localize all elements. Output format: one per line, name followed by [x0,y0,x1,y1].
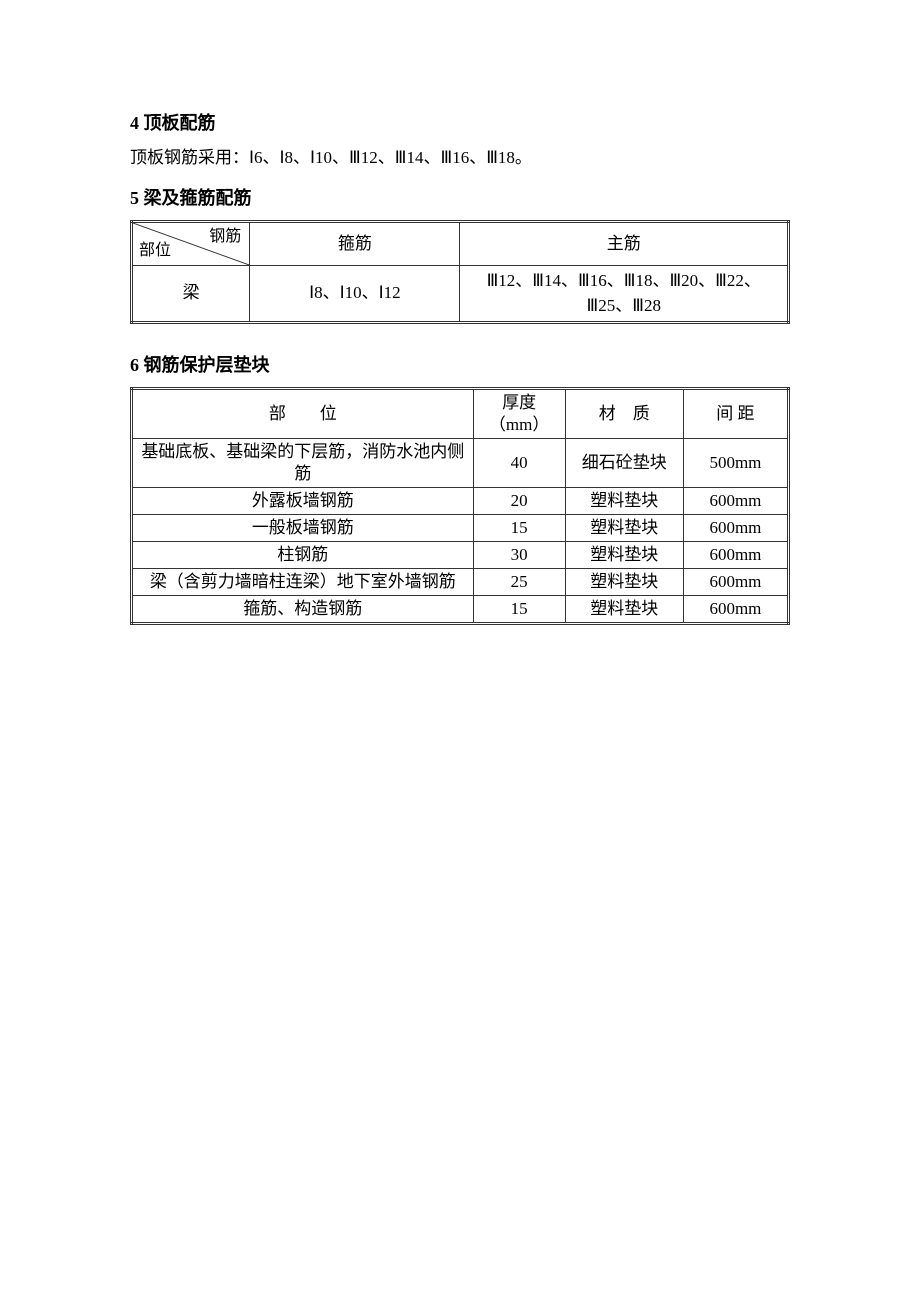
table-row: 箍筋、构造钢筋 15 塑料垫块 600mm [132,596,789,624]
diagonal-header-cell: 钢筋 部位 [132,221,250,265]
section-4-heading: 4 顶板配筋 [130,110,790,137]
cell: 梁（含剪力墙暗柱连梁）地下室外墙钢筋 [132,569,474,596]
cell: 箍筋、构造钢筋 [132,596,474,624]
cell: 塑料垫块 [565,569,683,596]
cell: 塑料垫块 [565,542,683,569]
col-header-spacing: 间 距 [683,388,788,438]
diag-top-label: 钢筋 [209,225,241,249]
cell-main: Ⅲ12、Ⅲ14、Ⅲ16、Ⅲ18、Ⅲ20、Ⅲ22、Ⅲ25、Ⅲ28 [460,265,789,322]
cell: 基础底板、基础梁的下层筋，消防水池内侧筋 [132,438,474,487]
diag-bottom-label: 部位 [139,239,171,263]
cell: 20 [473,487,565,514]
table-row: 柱钢筋 30 塑料垫块 600mm [132,542,789,569]
col-header-material: 材 质 [565,388,683,438]
cell: 600mm [683,569,788,596]
cell: 500mm [683,438,788,487]
cell: 塑料垫块 [565,487,683,514]
cell: 细石砼垫块 [565,438,683,487]
cell: 塑料垫块 [565,596,683,624]
cell: 柱钢筋 [132,542,474,569]
section-6-heading: 6 钢筋保护层垫块 [130,352,790,379]
table-row: 基础底板、基础梁的下层筋，消防水池内侧筋 40 细石砼垫块 500mm [132,438,789,487]
table-row: 外露板墙钢筋 20 塑料垫块 600mm [132,487,789,514]
table-row: 钢筋 部位 箍筋 主筋 [132,221,789,265]
thickness-label-line1: 厚度 [502,393,536,412]
cell-stirrup: Ⅰ8、Ⅰ10、Ⅰ12 [250,265,460,322]
col-header-main: 主筋 [460,221,789,265]
col-header-thickness: 厚度 （mm） [473,388,565,438]
col-header-stirrup: 箍筋 [250,221,460,265]
cover-spacer-table: 部 位 厚度 （mm） 材 质 间 距 基础底板、基础梁的下层筋，消防水池内侧筋… [130,387,790,626]
col-header-location: 部 位 [132,388,474,438]
cell: 600mm [683,542,788,569]
beam-stirrup-table: 钢筋 部位 箍筋 主筋 梁 Ⅰ8、Ⅰ10、Ⅰ12 Ⅲ12、Ⅲ14、Ⅲ16、Ⅲ18… [130,220,790,324]
table-row: 一般板墙钢筋 15 塑料垫块 600mm [132,514,789,541]
table-row: 梁（含剪力墙暗柱连梁）地下室外墙钢筋 25 塑料垫块 600mm [132,569,789,596]
cell: 600mm [683,596,788,624]
section-4-body: 顶板钢筋采用：Ⅰ6、Ⅰ8、Ⅰ10、Ⅲ12、Ⅲ14、Ⅲ16、Ⅲ18。 [130,145,790,171]
cell: 25 [473,569,565,596]
cell: 外露板墙钢筋 [132,487,474,514]
cell: 40 [473,438,565,487]
section-5-heading: 5 梁及箍筋配筋 [130,185,790,212]
cell: 600mm [683,514,788,541]
cell: 15 [473,514,565,541]
table-row: 梁 Ⅰ8、Ⅰ10、Ⅰ12 Ⅲ12、Ⅲ14、Ⅲ16、Ⅲ18、Ⅲ20、Ⅲ22、Ⅲ25… [132,265,789,322]
cell: 30 [473,542,565,569]
row-label: 梁 [132,265,250,322]
table-row: 部 位 厚度 （mm） 材 质 间 距 [132,388,789,438]
cell: 塑料垫块 [565,514,683,541]
cell: 一般板墙钢筋 [132,514,474,541]
cell: 600mm [683,487,788,514]
thickness-label-line2: （mm） [489,415,549,434]
cell: 15 [473,596,565,624]
